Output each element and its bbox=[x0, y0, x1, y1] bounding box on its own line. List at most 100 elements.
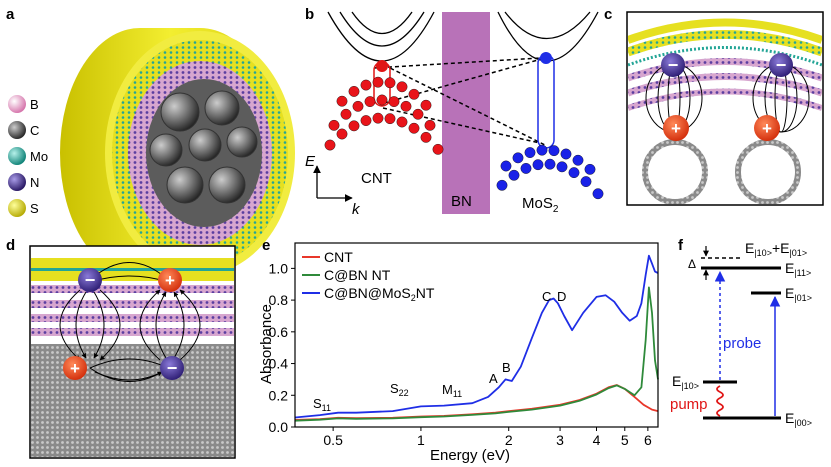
legend-cbnmos2: C@BN@MoS2NT bbox=[324, 285, 435, 303]
mos2-band-dot bbox=[508, 169, 520, 181]
legend-atom-s bbox=[8, 199, 26, 217]
legend-label-n: N bbox=[30, 175, 39, 190]
legend-atom-c bbox=[8, 121, 26, 139]
cnt-band-dot bbox=[384, 113, 396, 125]
mos2-exciton-box bbox=[537, 54, 555, 149]
mos2-band-dot bbox=[584, 163, 596, 175]
cnt-band-dot bbox=[324, 139, 336, 151]
mos2-band-dot bbox=[568, 167, 580, 179]
svg-text:−: − bbox=[776, 55, 787, 75]
pump-wave bbox=[716, 385, 724, 417]
panel-e: e Absorbance Energy (eV) 0.0 0.2 0.4 0.6 0.8… bbox=[258, 237, 659, 464]
svg-text:−: − bbox=[85, 270, 96, 290]
series-cbn-nt bbox=[294, 286, 659, 422]
cnt-excited-electron bbox=[376, 60, 388, 72]
peak-d: D bbox=[557, 289, 566, 304]
panel-d: d − + + − bbox=[6, 237, 236, 459]
legend-label-mo: Mo bbox=[30, 149, 48, 164]
mos2-band-dot bbox=[512, 152, 524, 164]
x-tick-label: 3 bbox=[556, 432, 564, 448]
series-cbn-mos2-nt bbox=[294, 254, 659, 419]
cnt-band-dot bbox=[336, 128, 348, 140]
y-tick-label: 0.8 bbox=[269, 292, 289, 308]
absorbance-chart: 0.0 0.2 0.4 0.6 0.8 1.0 0.5 1 2 3 4 5 6 bbox=[269, 254, 659, 448]
probe-label: probe bbox=[723, 335, 761, 352]
cnt-band-dot bbox=[384, 77, 396, 89]
cnt-band-dot bbox=[328, 119, 340, 131]
cnt-band-dot bbox=[340, 108, 352, 120]
cnt-band-dot bbox=[412, 108, 424, 120]
mos2-band-dot bbox=[524, 147, 536, 158]
mos2-band-dot bbox=[560, 148, 572, 160]
svg-text:−: − bbox=[668, 55, 679, 75]
y-tick-label: 0.6 bbox=[269, 324, 289, 340]
panel-b-label: b bbox=[305, 6, 314, 23]
cnt-band-dot bbox=[376, 94, 388, 106]
chart-frame bbox=[294, 242, 659, 428]
cnt-band-dot bbox=[336, 95, 348, 107]
bn-label: BN bbox=[451, 193, 472, 210]
x-axis-label: Energy (eV) bbox=[430, 447, 510, 464]
level-00-label: E|00> bbox=[785, 410, 812, 428]
panel-c-label: c bbox=[604, 6, 612, 23]
cnt-band-dot bbox=[352, 100, 364, 112]
panel-c-hole-left: + bbox=[663, 115, 689, 141]
mos2-band-dot bbox=[544, 158, 556, 170]
mos2-band-dot bbox=[556, 161, 568, 173]
element-legend: BC Mo NS bbox=[8, 95, 48, 217]
carbon-slab bbox=[31, 344, 234, 457]
panel-d-label: d bbox=[6, 237, 15, 254]
panel-d-electron-bottom: − bbox=[160, 356, 184, 380]
panel-d-hole-top: + bbox=[158, 268, 182, 292]
cnt-band-dot bbox=[372, 112, 384, 124]
x-tick-label: 0.5 bbox=[323, 432, 343, 448]
mos2-band-dot bbox=[536, 144, 548, 156]
svg-text:+: + bbox=[762, 119, 772, 138]
legend-label-b: B bbox=[30, 97, 39, 112]
cnt-bundle bbox=[149, 90, 258, 204]
bn-barrier bbox=[442, 12, 490, 214]
cnt-band-dot bbox=[400, 100, 412, 112]
y-tick-label: 0.4 bbox=[269, 356, 289, 372]
mos2-band-dot bbox=[580, 176, 592, 188]
panel-c-electron-right: − bbox=[769, 53, 793, 77]
panel-a-label: a bbox=[6, 6, 15, 23]
peak-m11: M11 bbox=[442, 382, 462, 399]
legend-atom-b bbox=[8, 95, 26, 113]
mos2-label: MoS2 bbox=[522, 195, 559, 215]
level-sum-label: E|10>+E|01> bbox=[745, 240, 807, 258]
cnt-band-dot bbox=[408, 88, 420, 100]
x-tick-label: 6 bbox=[644, 432, 652, 448]
pump-label: pump bbox=[670, 396, 708, 413]
cnt-band-dot bbox=[396, 81, 408, 93]
cnt-valence-bands bbox=[324, 76, 444, 155]
mos2-band-dot bbox=[496, 179, 508, 191]
panel-a: a BC Mo NS bbox=[6, 6, 295, 278]
delta-label: Δ bbox=[688, 257, 696, 271]
charge-transfer-paths bbox=[373, 57, 546, 146]
peak-s11: S11 bbox=[313, 396, 331, 413]
cnt-band-dot bbox=[420, 99, 432, 111]
peak-b: B bbox=[502, 360, 511, 375]
panel-d-electron-top: − bbox=[78, 268, 102, 292]
mos2-band-dot bbox=[520, 162, 532, 174]
cnt-band-dot bbox=[396, 116, 408, 128]
cnt-band-dot bbox=[432, 143, 444, 155]
cnt-band-dot bbox=[360, 115, 372, 126]
cnt-label: CNT bbox=[361, 170, 392, 187]
panel-c-hole-right: + bbox=[754, 115, 780, 141]
panel-d-hole-bottom: + bbox=[63, 356, 87, 380]
y-tick-label: 0.0 bbox=[269, 419, 289, 435]
x-tick-label: 2 bbox=[505, 432, 513, 448]
mos2-valence-bands bbox=[496, 144, 604, 200]
mos2-band-dot bbox=[548, 145, 560, 157]
legend-cbn: C@BN NT bbox=[324, 267, 391, 283]
peak-c: C bbox=[542, 289, 551, 304]
cnt-band-dot bbox=[420, 131, 432, 143]
cnt-conduction-bands bbox=[327, 11, 435, 62]
peak-s22: S22 bbox=[390, 381, 409, 398]
momentum-axis-label: k bbox=[352, 201, 361, 218]
panel-c-electron-left: − bbox=[661, 53, 685, 77]
y-axis-label: Absorbance bbox=[258, 304, 275, 384]
panel-e-label: e bbox=[262, 237, 270, 254]
